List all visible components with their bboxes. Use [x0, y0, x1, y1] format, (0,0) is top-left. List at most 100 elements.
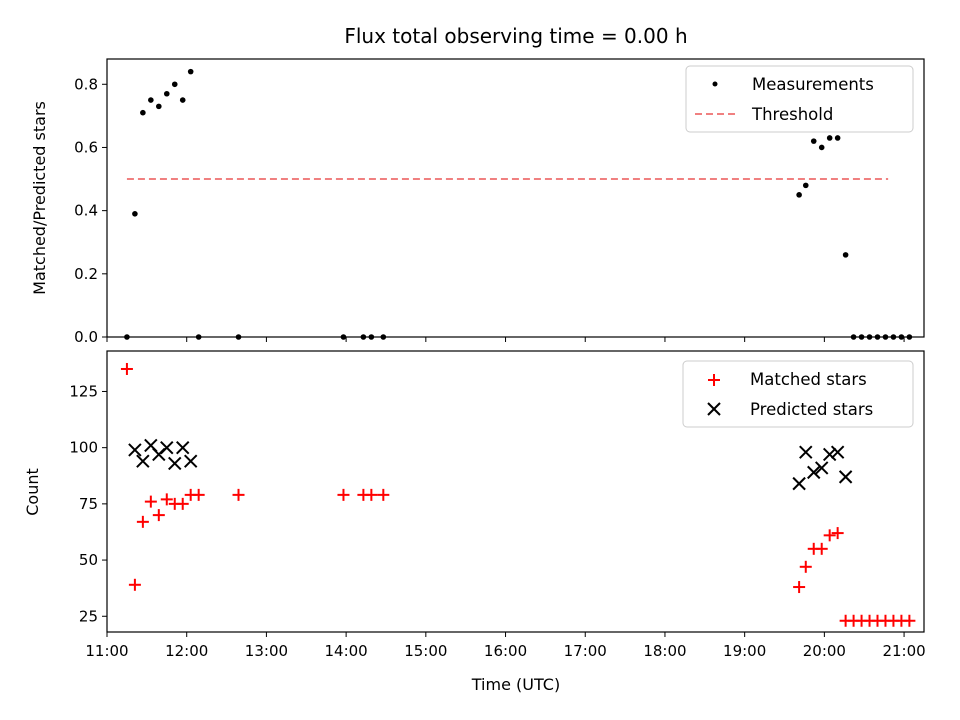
matched-stars-point [793, 581, 806, 594]
bottom-axis-ticks: 11:00 12:00 13:00 14:00 15:00 16:00 17:00 18:00… [69, 382, 925, 660]
predicted-stars-stroke [838, 470, 853, 484]
measurement-point [834, 135, 841, 141]
measurement-point [148, 97, 154, 103]
matched-stars-point [903, 614, 916, 627]
matched-stars-point [128, 578, 141, 591]
top-y-tick-label: 0.0 [74, 328, 98, 346]
measurement-point [906, 334, 913, 340]
x-tick-label: 11:00 [85, 642, 128, 660]
matched-stars-point [176, 497, 189, 510]
top-legend-box [685, 65, 914, 133]
measurement-point [882, 334, 889, 340]
predicted-stars-stroke [799, 445, 813, 459]
predicted-stars-point [136, 454, 150, 468]
matched-stars-point [120, 362, 133, 375]
bottom-y-tick-label: 50 [79, 551, 98, 569]
matched-stars-point [365, 488, 378, 501]
measurement-point [187, 68, 194, 75]
predicted-stars-stroke [176, 440, 190, 455]
predicted-stars-point [176, 440, 190, 455]
top-axis-ticks: 0.0 0.2 0.4 0.6 0.8 [74, 75, 905, 346]
top-y-tick-label: 0.6 [74, 138, 98, 156]
predicted-stars-stroke [183, 454, 198, 468]
top-legend: Measurements Threshold [685, 65, 914, 133]
measurement-point [132, 210, 138, 217]
top-y-tick-label: 0.8 [74, 75, 98, 93]
top-y-tick-label: 0.2 [74, 265, 98, 283]
measurement-point [124, 334, 130, 340]
bottom-legend-box [682, 360, 914, 428]
matched-stars-point [831, 527, 844, 540]
measurement-point [874, 334, 881, 340]
measurement-point [890, 334, 897, 340]
matched-stars-point [377, 488, 390, 501]
bottom-y-tick-label: 25 [79, 607, 98, 625]
matched-stars-point [136, 515, 149, 528]
x-tick-label: 14:00 [325, 642, 368, 660]
bottom-y-tick-label: 125 [69, 382, 98, 400]
x-tick-label: 13:00 [245, 642, 288, 660]
predicted-stars-stroke [144, 438, 158, 453]
measurement-point [796, 192, 802, 198]
measurement-point [360, 334, 367, 340]
bottom-plot-area [106, 350, 925, 633]
measurement-point [826, 135, 833, 141]
measurement-point [818, 144, 825, 151]
top-plot-area [106, 58, 925, 338]
predicted-stars-point [128, 443, 142, 457]
legend-matched-marker [708, 374, 720, 386]
bottom-y-tick-label: 100 [69, 439, 98, 457]
legend-threshold-label: Threshold [751, 105, 833, 124]
x-tick-label: 17:00 [564, 642, 607, 660]
legend-measurements-label: Measurements [752, 75, 874, 94]
matched-stars-point [232, 488, 245, 501]
top-y-tick-label: 0.4 [74, 202, 98, 220]
x-tick-label: 16:00 [484, 642, 527, 660]
measurement-point [156, 103, 162, 110]
chart-title: Flux total observing time = 0.00 h [344, 24, 687, 48]
x-tick-label: 19:00 [723, 642, 766, 660]
bottom-legend: Matched stars Predicted stars [682, 360, 914, 428]
measurement-point [163, 90, 170, 97]
predicted-stars-stroke [815, 461, 829, 475]
predicted-stars-point [183, 454, 198, 468]
predicted-stars-stroke [128, 443, 142, 457]
x-axis-title: Time (UTC) [471, 675, 560, 694]
measurement-point [171, 81, 178, 88]
bottom-marks [120, 362, 916, 627]
legend-matched-label: Matched stars [750, 370, 867, 389]
x-tick-label: 15:00 [404, 642, 447, 660]
measurement-point [842, 252, 849, 258]
matched-stars-point [144, 495, 157, 508]
predicted-stars-point [792, 476, 806, 491]
predicted-stars-point [160, 440, 174, 455]
legend-measurements-marker [712, 81, 718, 87]
measurement-point [140, 109, 146, 116]
measurement-point [340, 334, 347, 340]
legend-predicted-marker [707, 402, 721, 416]
predicted-stars-point [799, 445, 813, 459]
predicted-stars-stroke [168, 456, 182, 471]
predicted-stars-stroke [807, 465, 821, 480]
x-tick-label: 12:00 [165, 642, 208, 660]
predicted-stars-stroke [136, 454, 150, 468]
bottom-panel: 11:00 12:00 13:00 14:00 15:00 16:00 17:00 18:00… [23, 350, 926, 694]
measurement-point [858, 334, 865, 340]
predicted-stars-stroke [160, 440, 174, 455]
measurement-point [179, 97, 186, 103]
matched-stars-point [152, 509, 165, 522]
measurement-point [380, 334, 387, 340]
x-tick-label: 18:00 [643, 642, 686, 660]
predicted-stars-point [838, 470, 853, 484]
predicted-stars-point [815, 461, 829, 475]
matched-stars-point [815, 542, 828, 555]
measurement-point [368, 334, 375, 340]
measurement-point [850, 334, 857, 340]
predicted-stars-stroke [822, 447, 837, 462]
x-tick-label: 20:00 [803, 642, 846, 660]
predicted-stars-stroke [792, 476, 806, 491]
predicted-stars-stroke [830, 445, 845, 459]
measurement-point [898, 334, 905, 340]
predicted-stars-point [168, 456, 182, 471]
